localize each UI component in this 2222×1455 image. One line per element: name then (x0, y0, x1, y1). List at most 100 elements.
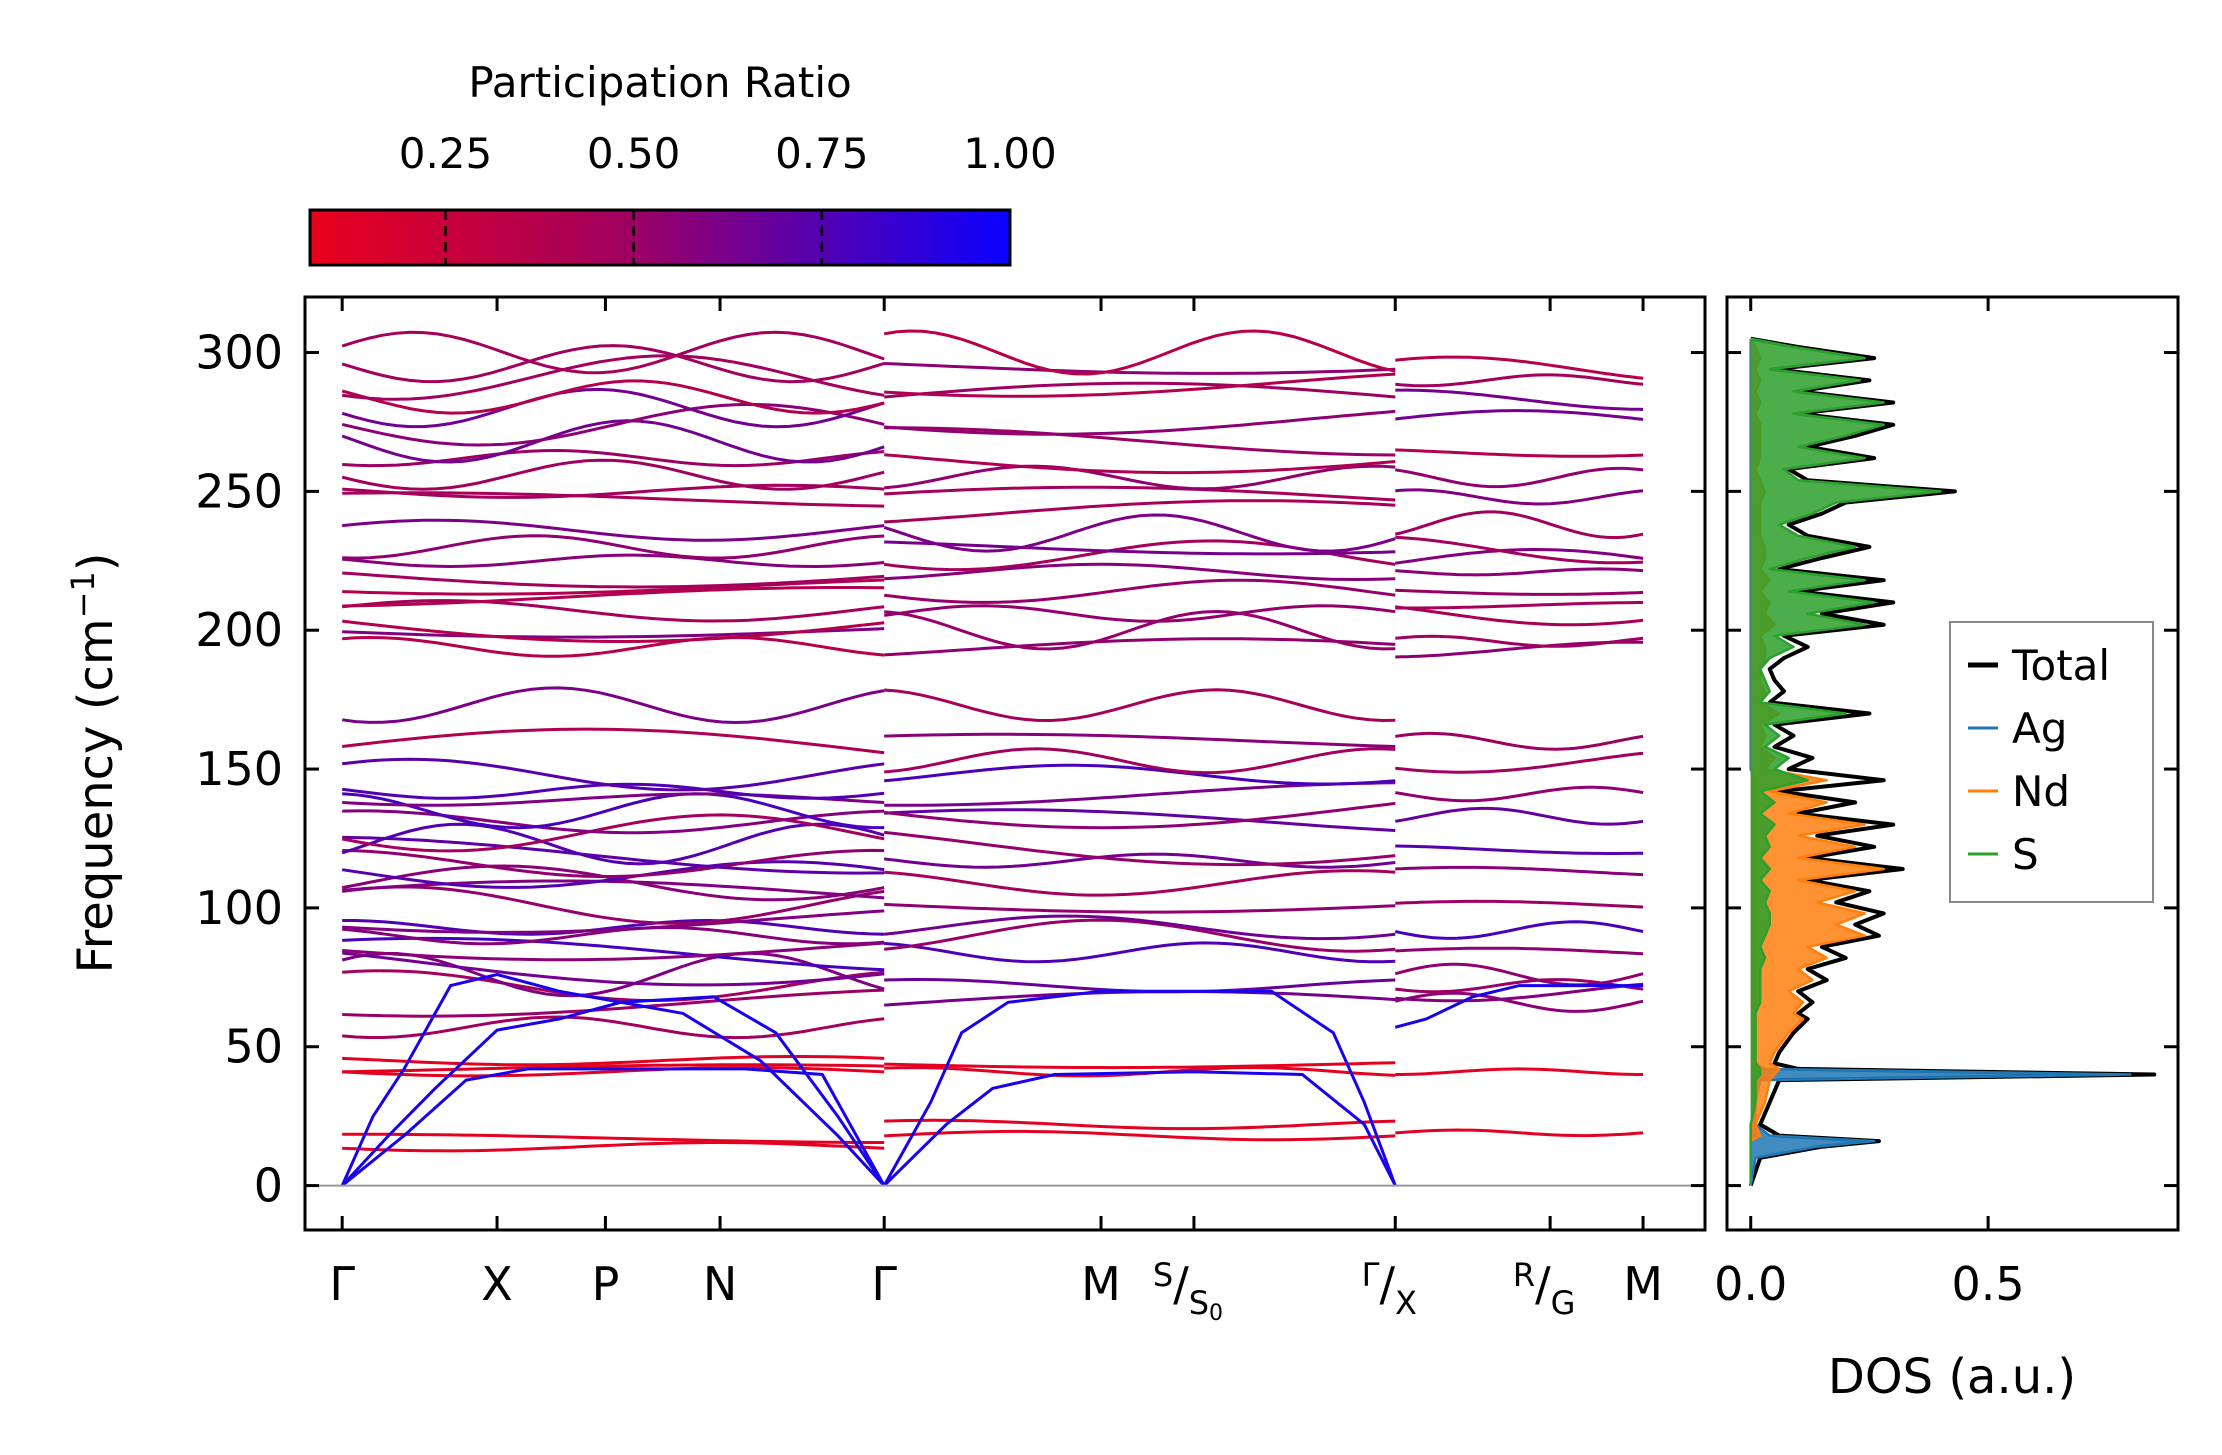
kpoint-label: P (592, 1257, 620, 1311)
phonon-band (1395, 751, 1644, 774)
phonon-band (1395, 488, 1644, 506)
y-tick-label: 150 (195, 742, 283, 796)
phonon-band (1395, 899, 1644, 909)
phonon-band (342, 553, 885, 569)
phonon-band (884, 801, 1396, 830)
acoustic-branch (340, 972, 886, 1187)
phonon-band (341, 330, 885, 375)
dos-ticks: 0.0 0.5 (1714, 297, 2178, 1311)
band-lines (340, 329, 1644, 1187)
phonon-band (884, 941, 1396, 964)
legend-label: S (2012, 830, 2039, 879)
phonon-band (342, 686, 885, 725)
phonon-band (342, 491, 885, 508)
phonon-band (884, 688, 1396, 723)
kpoint-label: Γ (329, 1257, 355, 1311)
phonon-band (884, 362, 1396, 375)
band-structure-panel: 0 50 100 150 200 250 300 Γ X P N Γ M S/S0 Γ/X R/G M Fre… (64, 295, 1707, 1326)
phonon-band (884, 381, 1396, 399)
phonon-band (884, 453, 1396, 475)
main-x-ticks: Γ X P N Γ M S/S0 Γ/X R/G M (329, 297, 1663, 1326)
phonon-band (884, 918, 1396, 953)
phonon-band (1395, 1067, 1644, 1076)
phonon-band (342, 757, 885, 792)
phonon-band (884, 409, 1396, 436)
phonon-band (342, 809, 885, 835)
phonon-band (342, 571, 885, 589)
phonon-band (342, 619, 885, 643)
phonon-band (1395, 634, 1644, 648)
phonon-band (884, 499, 1396, 524)
main-axes-frame (303, 295, 1707, 1232)
phonon-band (884, 485, 1396, 502)
phonon-band (342, 354, 885, 401)
dos-axes-frame (1725, 295, 2180, 1232)
kpoint-label: X (481, 1257, 513, 1311)
phonon-band (884, 540, 1396, 556)
phonon-band (1394, 920, 1644, 940)
phonon-band (342, 936, 885, 972)
phonon-band (341, 822, 885, 866)
phonon-band (1395, 373, 1644, 388)
dos-s-line (1749, 337, 1942, 1186)
phonon-band (1395, 806, 1644, 826)
phonon-band (342, 951, 885, 987)
legend-label: Total (2011, 641, 2110, 690)
y-tick-label: 0 (254, 1159, 283, 1213)
phonon-band (884, 372, 1396, 398)
phonon-band (342, 792, 885, 830)
phonon-band (341, 458, 885, 491)
phonon-band (342, 835, 885, 875)
colorbar: Participation Ratio 0.25 0.50 0.75 1.00 (308, 58, 1057, 267)
kpoint-label: M (1081, 1257, 1121, 1311)
phonon-band (341, 402, 885, 447)
phonon-band (884, 464, 1396, 491)
phonon-band (342, 518, 885, 542)
y-tick-label: 50 (224, 1020, 283, 1074)
phonon-band (1395, 982, 1644, 1003)
phonon-band (1395, 601, 1644, 610)
phonon-band (1395, 567, 1644, 577)
phonon-band (884, 869, 1396, 897)
phonon-band (884, 763, 1396, 786)
phonon-band (884, 990, 1396, 1007)
phonon-band (342, 1132, 885, 1144)
phonon-band (342, 879, 885, 900)
phonon-band (1395, 946, 1644, 956)
phonon-band (1394, 991, 1644, 1013)
phonon-band (341, 344, 885, 384)
colorbar-tick-label: 0.25 (399, 129, 493, 178)
phonon-band (1395, 388, 1644, 411)
phonon-band (1395, 731, 1644, 751)
phonon-band (1395, 466, 1644, 489)
phonon-band (342, 599, 885, 623)
phonon-band (884, 578, 1396, 604)
kpoint-label: Γ/X (1362, 1256, 1417, 1322)
kpoint-label: N (703, 1257, 737, 1311)
colorbar-tick-label: 1.00 (963, 129, 1057, 178)
acoustic-branch (341, 1067, 886, 1187)
phonon-band (883, 329, 1396, 376)
phonon-band (342, 969, 885, 1003)
y-tick-label: 100 (195, 881, 283, 935)
phonon-band (884, 852, 1396, 869)
dos-x-tick-label: 0.0 (1714, 1257, 1787, 1311)
legend-label: Ag (2012, 704, 2067, 753)
dos-panel: 0.0 0.5 DOS (a.u.) Total Ag Nd S (1714, 295, 2180, 1405)
phonon-band (884, 781, 1396, 807)
phonon-band (1394, 962, 1644, 987)
dos-nd-line-fill (1750, 338, 1884, 1186)
phonon-band (884, 747, 1396, 775)
dos-total-line (1748, 336, 2157, 1187)
kpoint-label: S/S0 (1153, 1256, 1223, 1326)
phonon-band (342, 848, 885, 878)
phonon-band (883, 513, 1396, 553)
phonon-band (342, 1063, 885, 1074)
phonon-band (883, 604, 1396, 623)
phonon-band (884, 562, 1396, 582)
phonon-band (1395, 785, 1644, 803)
phonon-band (1395, 588, 1644, 596)
acoustic-branch (882, 989, 1397, 1187)
phonon-band (884, 902, 1396, 914)
colorbar-ticks: 0.25 0.50 0.75 1.00 (399, 129, 1057, 265)
